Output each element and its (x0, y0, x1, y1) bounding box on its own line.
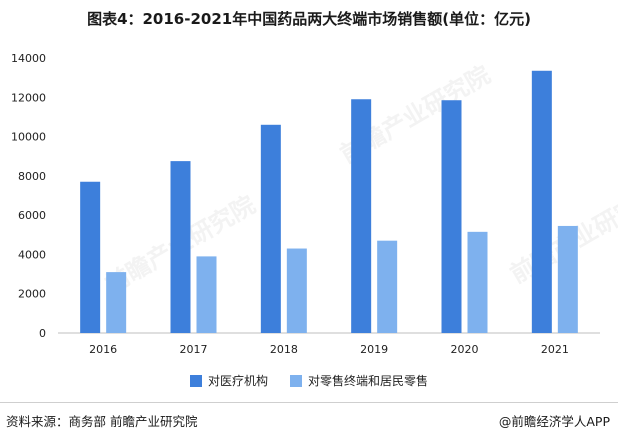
x-tick-label: 2017 (180, 343, 208, 356)
y-tick-label: 10000 (11, 131, 46, 144)
y-tick-label: 2000 (18, 288, 46, 301)
legend-label-series-2: 对零售终端和居民零售 (308, 374, 429, 388)
x-tick-label: 2016 (89, 343, 117, 356)
bar-series-1 (170, 161, 191, 333)
y-tick-label: 4000 (18, 248, 46, 261)
bar-series-1 (260, 124, 281, 334)
legend-swatch-series-1 (189, 374, 202, 387)
x-tick-label: 2020 (451, 343, 479, 356)
bar-chart: 0 2000 4000 6000 8000 10000 12000 14000 2016 2017… (11, 52, 600, 356)
bar-series-2 (467, 231, 488, 333)
legend-item-series-2: 对零售终端和居民零售 (290, 372, 428, 389)
y-tick-label: 0 (39, 327, 46, 340)
legend-item-series-1: 对医疗机构 (189, 372, 268, 389)
bar-series-2 (196, 256, 217, 333)
chart-title: 图表4：2016-2021年中国药品两大终端市场销售额(单位：亿元) (87, 10, 531, 28)
x-tick-label: 2021 (541, 343, 569, 356)
y-tick-label: 8000 (18, 170, 46, 183)
brand-label: @前瞻经济学人APP (498, 414, 610, 429)
bar-series-1 (80, 181, 101, 333)
bar-series-1 (531, 70, 552, 334)
x-tick-label: 2018 (270, 343, 298, 356)
y-tick-label: 6000 (18, 209, 46, 222)
source-note: 资料来源：商务部 前瞻产业研究院 (6, 414, 198, 429)
legend: 对医疗机构 对零售终端和居民零售 (0, 372, 618, 389)
bar-series-2 (286, 248, 307, 333)
footer-divider (0, 402, 618, 403)
y-tick-label: 14000 (11, 52, 46, 65)
bar-series-2 (106, 272, 127, 333)
legend-swatch-series-2 (290, 374, 302, 387)
x-tick-label: 2019 (360, 343, 388, 356)
bar-series-2 (557, 225, 578, 333)
y-tick-label: 12000 (11, 91, 46, 104)
legend-label-series-1: 对医疗机构 (207, 374, 268, 388)
bar-series-1 (441, 100, 462, 333)
bar-series-1 (351, 99, 372, 333)
bar-series-2 (377, 240, 398, 333)
